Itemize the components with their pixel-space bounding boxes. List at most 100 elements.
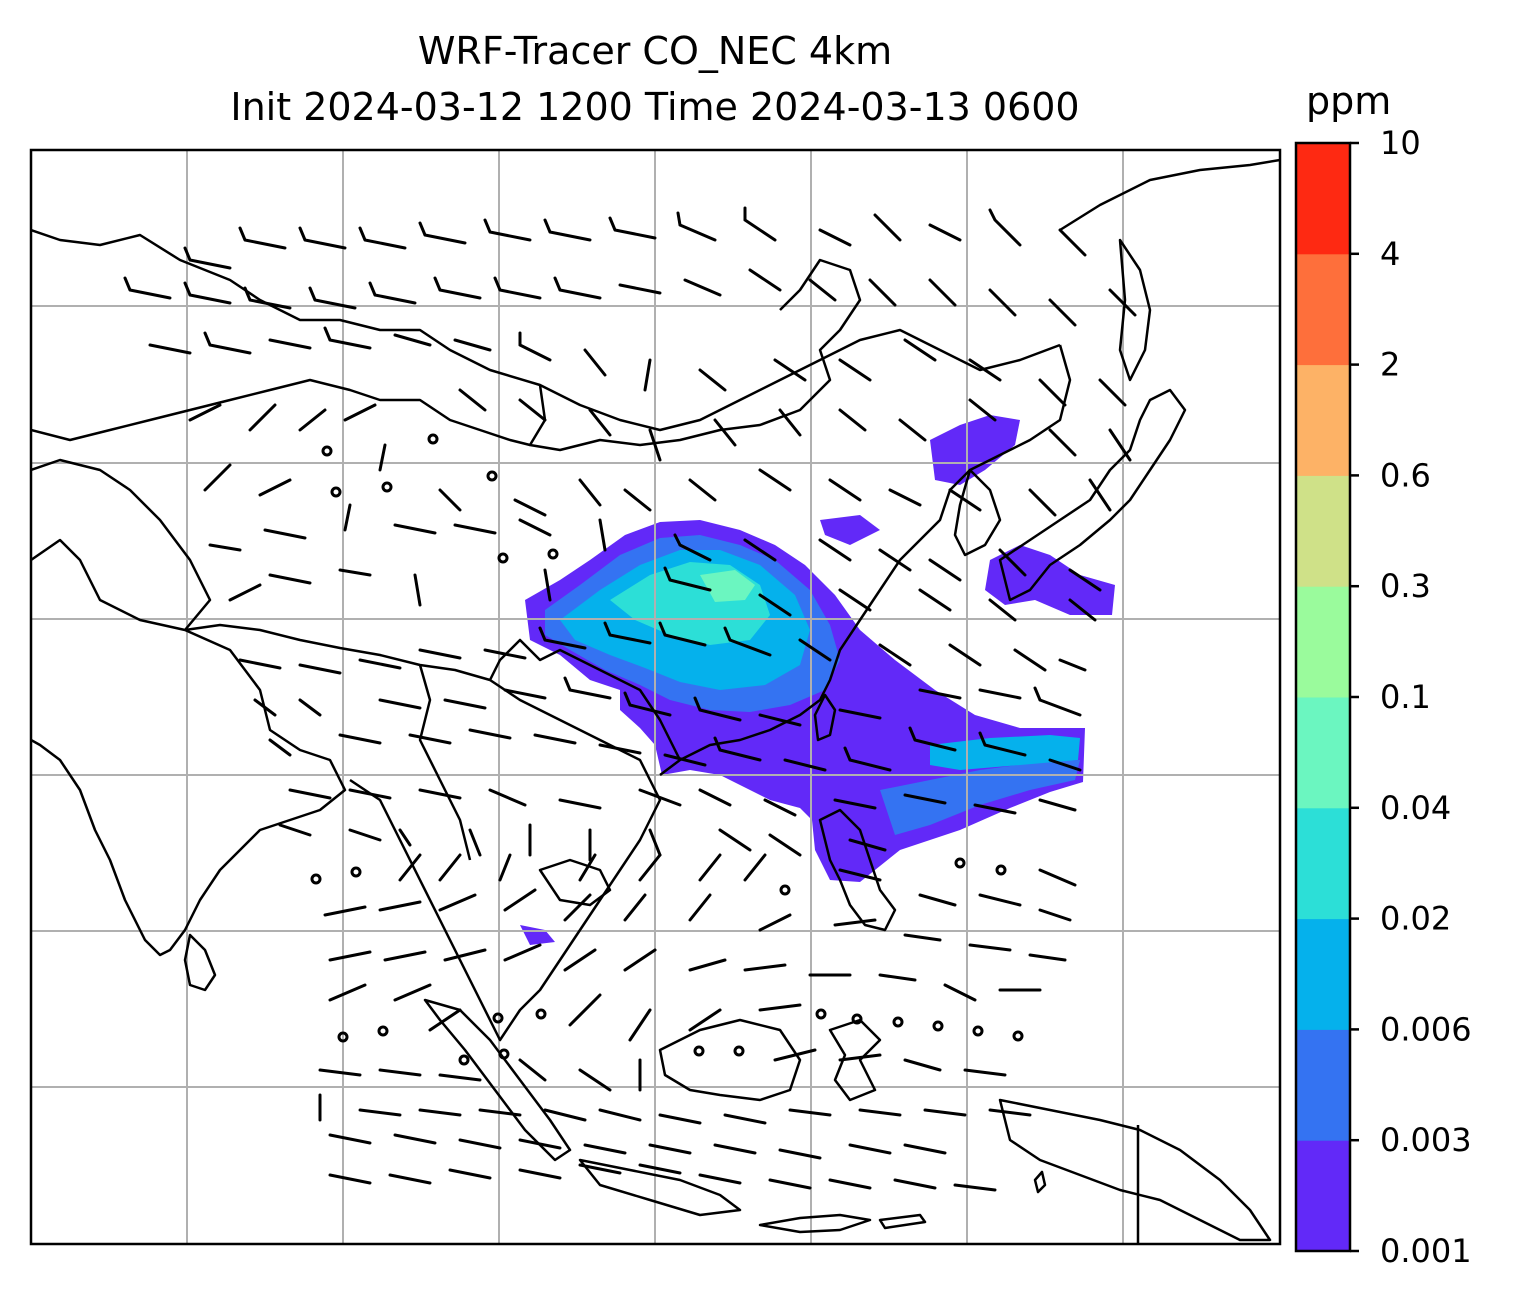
colorbar-band <box>1296 143 1350 255</box>
wind-barb <box>658 1113 702 1125</box>
calm-marker <box>547 548 559 560</box>
wind-barb <box>648 828 662 857</box>
wind-barb <box>398 853 422 882</box>
wind-barb <box>268 738 292 757</box>
wind-barb <box>493 276 542 300</box>
wind-barb <box>318 1068 362 1077</box>
wind-barb <box>393 1133 437 1145</box>
wind-barb <box>858 1108 902 1117</box>
wind-barb <box>598 518 607 552</box>
wind-barb <box>798 638 832 662</box>
colorbar-ticks: 0.001 0.003 0.006 0.02 0.04 0.1 0.3 0.6 2 4 10 <box>1350 124 1472 1270</box>
wind-barb <box>998 548 1027 577</box>
wind-barb <box>448 1168 492 1180</box>
wind-barb <box>888 488 922 507</box>
wind-barb <box>248 403 277 432</box>
calm-marker <box>972 1025 984 1037</box>
wind-barb <box>838 708 882 720</box>
wind-barb <box>328 950 372 962</box>
wind-barb <box>183 281 232 305</box>
wind-barb <box>688 958 727 972</box>
wind-barb <box>758 593 792 617</box>
wind-barb <box>878 548 912 572</box>
wind-barb <box>243 286 292 310</box>
wind-barb <box>328 1133 372 1145</box>
wind-barb <box>683 278 722 297</box>
colorbar-bands <box>1296 143 1350 1252</box>
coastline-east-asia <box>659 344 1072 776</box>
wind-barb <box>676 211 717 242</box>
coastline-sumatra <box>423 998 572 1162</box>
wind-barb <box>458 1138 502 1150</box>
calm-marker <box>498 1048 510 1060</box>
wind-barb <box>978 688 1022 700</box>
coastline-taiwan <box>813 693 837 742</box>
wind-barb <box>833 918 877 927</box>
wind-barb <box>868 278 897 307</box>
wind-barb <box>498 853 512 882</box>
wind-barb <box>843 746 892 772</box>
calm-marker <box>337 1031 349 1043</box>
wind-barb <box>723 1113 767 1125</box>
wind-barb <box>778 1148 822 1160</box>
wind-barb <box>918 588 952 612</box>
wind-barb <box>648 428 662 462</box>
colorbar-tick-label: 0.02 <box>1380 900 1451 938</box>
calm-marker <box>1012 1030 1024 1042</box>
wind-barb <box>393 983 432 1002</box>
wind-barb <box>438 1073 482 1082</box>
wind-barb <box>418 788 462 800</box>
wind-barb <box>903 933 942 942</box>
wind-barb <box>828 1178 872 1190</box>
coastline-india <box>31 538 347 957</box>
wind-barb <box>468 828 482 857</box>
wind-barb <box>298 226 347 250</box>
wind-barb <box>638 1163 682 1175</box>
wind-barb <box>378 698 422 710</box>
wind-barb <box>698 368 727 392</box>
colorbar-band <box>1296 253 1350 366</box>
wind-barb <box>758 468 792 492</box>
wind-barb <box>578 478 602 507</box>
wind-barb <box>438 488 462 512</box>
wind-barb <box>758 713 802 727</box>
map-frame <box>29 148 1282 1246</box>
wind-barb <box>663 566 712 592</box>
wind-barb <box>1028 953 1067 962</box>
wind-barb <box>743 853 767 882</box>
colorbar-band <box>1296 807 1350 920</box>
wind-barb <box>538 626 587 650</box>
calm-marker <box>995 864 1007 876</box>
wind-barb <box>343 403 377 422</box>
wind-barb <box>818 228 852 247</box>
wind-barb <box>503 888 537 912</box>
wind-barb <box>688 893 712 922</box>
wind-barb <box>268 573 312 585</box>
wind-barb <box>838 868 882 882</box>
wind-barb <box>583 1143 627 1155</box>
wind-barb <box>643 358 652 392</box>
calm-marker <box>535 1008 547 1020</box>
wind-barb <box>873 213 902 242</box>
wind-barb <box>308 286 357 310</box>
wind-barb <box>1108 288 1137 317</box>
wind-barb <box>543 1108 587 1122</box>
calm-marker <box>350 866 362 878</box>
calm-marker <box>427 433 439 445</box>
wind-barb <box>648 1143 692 1155</box>
wind-barb <box>828 478 862 502</box>
wind-barb <box>638 853 662 882</box>
wind-barb <box>428 1008 462 1032</box>
wind-barb <box>848 1143 892 1155</box>
wind-barb <box>1098 378 1127 407</box>
wind-barb <box>968 398 997 422</box>
wind-barb <box>1028 488 1057 517</box>
border-myanmar <box>418 664 472 861</box>
calm-marker <box>377 1025 389 1037</box>
wind-barb <box>988 1108 1032 1117</box>
wind-barb <box>623 893 647 922</box>
wind-barb <box>563 676 612 700</box>
coastline-philippines <box>818 808 897 932</box>
wind-barb <box>438 853 462 882</box>
wind-barb <box>393 333 432 347</box>
